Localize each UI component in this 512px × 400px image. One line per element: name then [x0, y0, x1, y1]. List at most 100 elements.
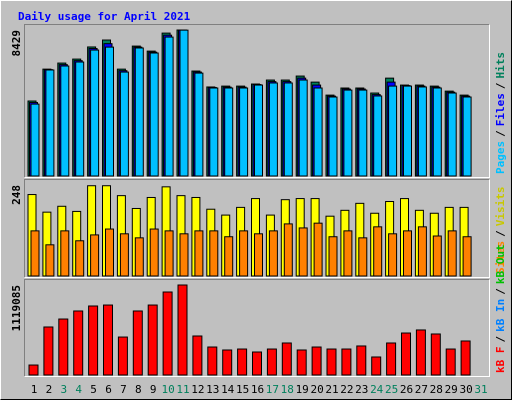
y-tick-label: 248 — [10, 185, 23, 205]
x-tick-label: 22 — [340, 383, 353, 396]
bar — [447, 92, 457, 177]
bar — [462, 96, 472, 177]
y-tick-label: 1119085 — [10, 285, 23, 331]
x-tick-label: 30 — [459, 383, 472, 396]
bar — [134, 237, 144, 277]
bar — [403, 85, 412, 177]
bar — [75, 61, 85, 177]
bar — [177, 284, 188, 376]
bar — [388, 85, 398, 177]
bar — [445, 348, 456, 376]
bar — [162, 291, 173, 376]
bar — [164, 36, 174, 177]
bar — [60, 230, 70, 277]
bar — [75, 240, 85, 277]
bar — [103, 304, 113, 376]
bar — [28, 364, 39, 376]
bar — [105, 46, 114, 177]
x-tick-label: 1 — [31, 383, 38, 396]
x-tick-label: 24 — [370, 383, 384, 396]
bar — [90, 234, 100, 277]
bar — [88, 305, 99, 376]
bar — [386, 342, 397, 376]
bar — [415, 329, 426, 376]
bar — [73, 310, 84, 376]
x-tick-label: 18 — [281, 383, 294, 396]
bar — [164, 230, 174, 277]
bar — [268, 230, 278, 277]
x-tick-label: 5 — [90, 383, 97, 396]
bar — [132, 310, 143, 376]
bar — [371, 356, 382, 376]
bar — [254, 233, 263, 277]
bar — [105, 228, 114, 277]
bar — [401, 332, 411, 376]
panel-edge — [24, 279, 490, 377]
x-tick-label: 4 — [75, 383, 82, 396]
bar — [194, 230, 204, 277]
bar — [281, 342, 292, 376]
x-tick-label: 17 — [266, 383, 279, 396]
bar — [117, 336, 128, 376]
bar — [149, 228, 159, 277]
bar — [239, 230, 249, 277]
x-tick-label: 26 — [400, 383, 413, 396]
legend-item: kB In — [494, 299, 507, 332]
bar — [373, 226, 383, 277]
x-tick-label: 19 — [296, 383, 309, 396]
x-tick-label: 23 — [355, 383, 368, 396]
panel-edge — [24, 279, 490, 377]
bar — [239, 87, 249, 177]
bar — [447, 230, 457, 277]
legend-item: Files — [494, 93, 507, 126]
x-tick-label: 3 — [60, 383, 67, 396]
y-tick-label: 8429 — [10, 30, 23, 57]
bar — [254, 84, 263, 177]
bar — [209, 87, 219, 177]
bar — [134, 47, 144, 177]
x-tick-label: 9 — [150, 383, 157, 396]
bar — [224, 87, 234, 177]
bar — [313, 87, 323, 177]
bar — [328, 96, 338, 177]
legend: kB F / kB In / kB Out — [494, 244, 507, 373]
x-tick-label: 13 — [206, 383, 219, 396]
panel-edge — [24, 24, 490, 178]
x-tick-label: 27 — [415, 383, 428, 396]
bar — [283, 82, 293, 177]
legend-item: kB F — [494, 347, 507, 374]
bar — [179, 233, 189, 277]
x-tick-label: 8 — [135, 383, 142, 396]
legend: Pages / Files / Hits — [494, 52, 507, 174]
bar — [252, 351, 262, 376]
bar — [237, 348, 248, 376]
bar — [58, 318, 69, 376]
legend-item: Visits — [494, 187, 507, 227]
x-tick-label: 20 — [310, 383, 323, 396]
x-tick-label: 28 — [430, 383, 443, 396]
x-tick-label: 29 — [445, 383, 458, 396]
bar — [45, 244, 55, 277]
bar — [358, 89, 368, 177]
x-tick-label: 7 — [120, 383, 127, 396]
bar — [432, 87, 442, 177]
panel-edge — [24, 24, 490, 178]
legend-item: / — [494, 230, 507, 237]
bar — [298, 79, 308, 177]
x-tick-label: 14 — [221, 383, 235, 396]
x-tick-label: 11 — [176, 383, 189, 396]
bar — [311, 346, 322, 376]
legend: Sites / Visits — [494, 187, 507, 275]
bar — [430, 333, 441, 376]
bar — [343, 230, 353, 277]
legend-item: Pages — [494, 141, 507, 174]
bar — [417, 86, 427, 177]
legend-item: / — [494, 336, 507, 343]
bar — [328, 236, 338, 277]
bar — [192, 335, 203, 376]
bar — [45, 69, 55, 177]
bar — [268, 82, 278, 177]
panel-edge — [24, 179, 490, 278]
